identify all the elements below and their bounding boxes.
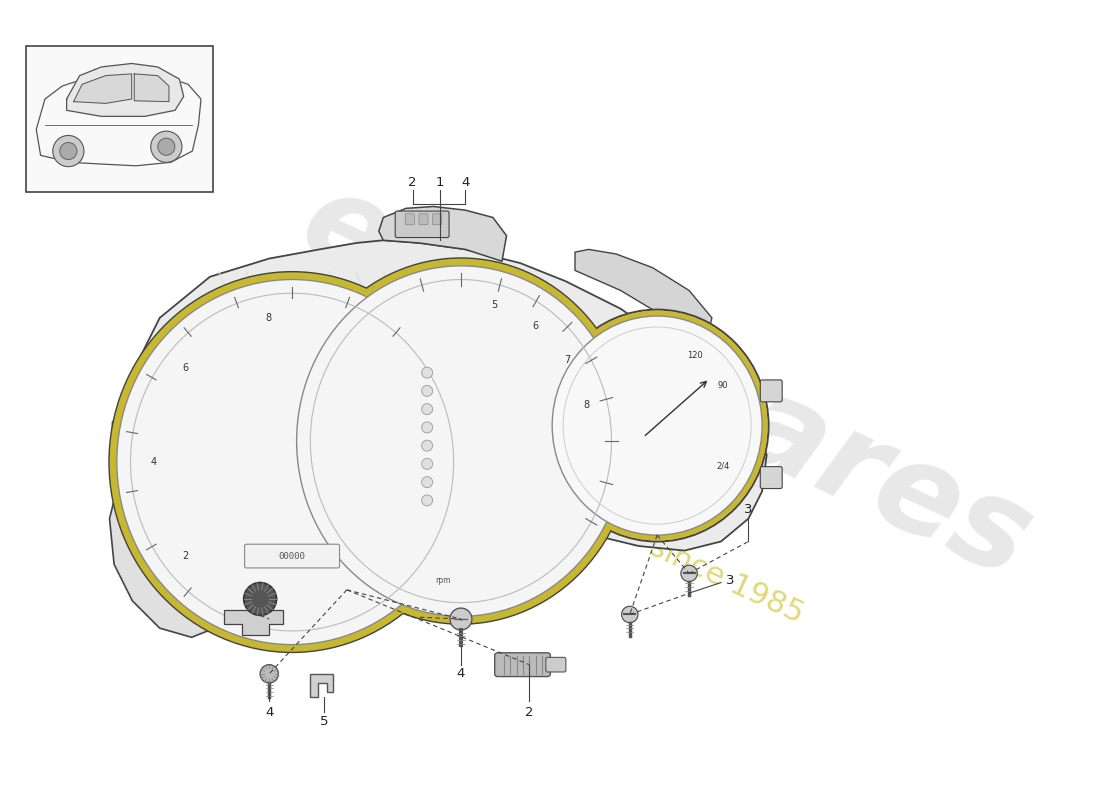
FancyBboxPatch shape (244, 544, 340, 568)
Text: 5: 5 (492, 300, 497, 310)
Text: 8: 8 (583, 400, 590, 410)
Ellipse shape (297, 266, 625, 616)
Text: 1: 1 (436, 176, 444, 190)
Text: 90: 90 (717, 381, 728, 390)
Text: 5: 5 (320, 714, 328, 728)
Polygon shape (310, 674, 333, 697)
FancyBboxPatch shape (119, 485, 166, 505)
Polygon shape (119, 240, 767, 555)
Polygon shape (134, 74, 169, 102)
Circle shape (151, 131, 182, 162)
Text: 00000: 00000 (278, 551, 306, 561)
Circle shape (421, 495, 432, 506)
FancyBboxPatch shape (760, 466, 782, 489)
FancyBboxPatch shape (495, 653, 550, 677)
Text: 2/4: 2/4 (716, 462, 729, 470)
Text: 8: 8 (265, 314, 271, 323)
Circle shape (421, 386, 432, 396)
Text: 7: 7 (564, 355, 570, 366)
Circle shape (421, 367, 432, 378)
Text: 2: 2 (183, 551, 189, 561)
FancyBboxPatch shape (395, 211, 449, 238)
Text: 4: 4 (461, 176, 470, 190)
FancyBboxPatch shape (405, 214, 415, 225)
Polygon shape (223, 610, 283, 635)
Polygon shape (575, 250, 712, 346)
Text: 3: 3 (726, 574, 735, 587)
FancyBboxPatch shape (116, 453, 166, 475)
Ellipse shape (546, 310, 769, 542)
Text: eurospares: eurospares (283, 160, 1049, 603)
Text: 2: 2 (525, 706, 533, 718)
Circle shape (59, 142, 77, 160)
Text: 4: 4 (456, 667, 465, 680)
Circle shape (621, 606, 638, 622)
FancyBboxPatch shape (760, 380, 782, 402)
Ellipse shape (552, 316, 762, 535)
FancyBboxPatch shape (432, 214, 442, 225)
Circle shape (450, 608, 472, 630)
FancyBboxPatch shape (122, 515, 166, 535)
Polygon shape (110, 482, 233, 638)
Circle shape (421, 404, 432, 414)
Text: 2: 2 (408, 176, 417, 190)
Text: a passion for parts since 1985: a passion for parts since 1985 (378, 408, 808, 630)
Circle shape (421, 458, 432, 470)
Text: 6: 6 (183, 363, 189, 373)
Text: 4: 4 (265, 706, 274, 718)
Polygon shape (378, 206, 507, 262)
Text: 3: 3 (745, 503, 752, 516)
Ellipse shape (110, 272, 474, 652)
Polygon shape (67, 63, 184, 116)
Text: 4: 4 (151, 457, 156, 467)
Circle shape (244, 582, 276, 615)
Ellipse shape (289, 258, 632, 624)
Circle shape (421, 440, 432, 451)
Ellipse shape (117, 279, 468, 645)
Circle shape (53, 135, 84, 166)
FancyBboxPatch shape (419, 214, 428, 225)
Circle shape (421, 422, 432, 433)
Polygon shape (74, 74, 132, 103)
FancyBboxPatch shape (112, 421, 166, 445)
Bar (25, 46, 212, 192)
Text: rpm: rpm (434, 575, 450, 585)
Circle shape (157, 138, 175, 155)
Circle shape (681, 565, 697, 582)
Text: 120: 120 (688, 351, 703, 361)
FancyBboxPatch shape (546, 658, 565, 672)
Circle shape (421, 477, 432, 488)
Text: 6: 6 (532, 321, 538, 331)
Circle shape (260, 665, 278, 683)
